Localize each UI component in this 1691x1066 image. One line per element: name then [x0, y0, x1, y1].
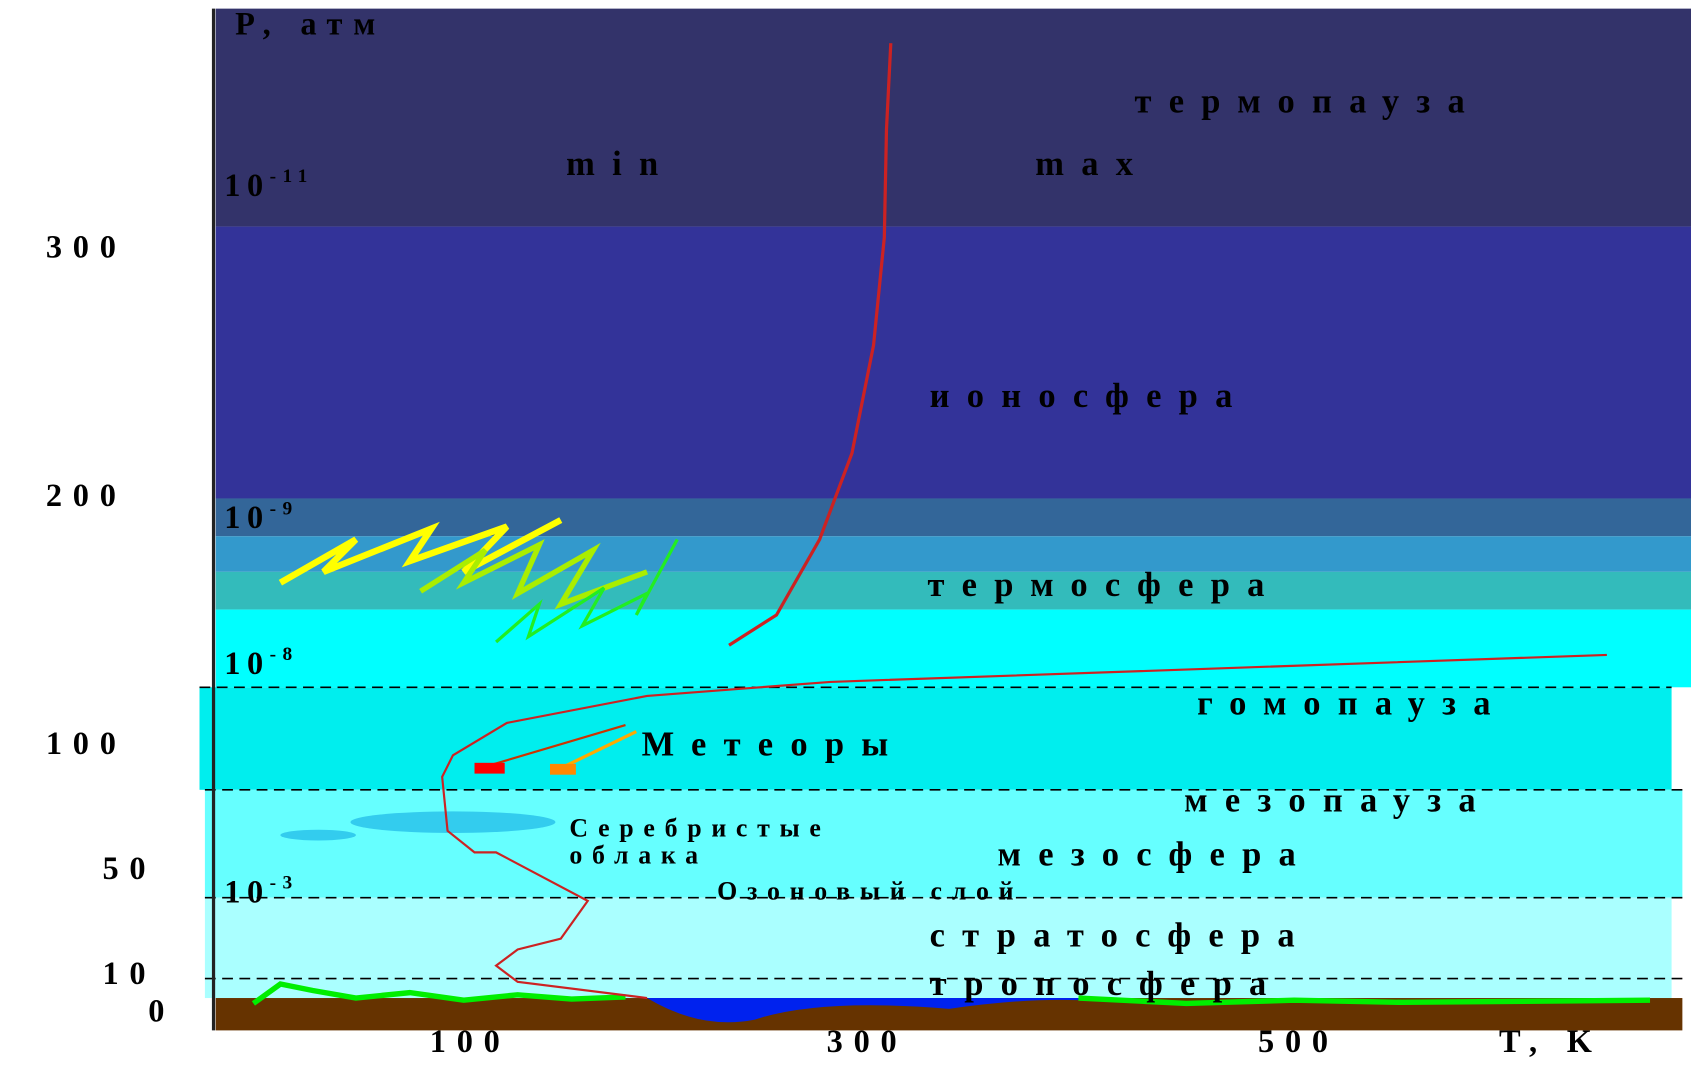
layer-label: термосфера — [927, 566, 1281, 604]
layer-label: стратосфера — [930, 917, 1312, 955]
height-tick: 0 — [148, 993, 175, 1029]
clouds-label: Серебристые — [569, 814, 830, 843]
layer-label: мезопауза — [1184, 782, 1493, 820]
min-label: min — [566, 145, 675, 183]
temperature-tick: 300 — [827, 1023, 908, 1059]
temperature-tick: 500 — [1258, 1023, 1339, 1059]
layer-label: гомопауза — [1197, 685, 1508, 723]
max-label: max — [1035, 145, 1150, 183]
temperature-axis-label: T, K — [1499, 1023, 1603, 1059]
pressure-label: 10-8 — [224, 644, 298, 681]
height-tick: 200 — [46, 477, 127, 513]
pressure-axis-label: P, атм — [235, 5, 386, 41]
pressure-label: 10-9 — [224, 499, 298, 536]
temperature-max-curve — [728, 43, 893, 647]
meteors-label: Метеоры — [642, 726, 906, 764]
pressure-label: 10-11 — [224, 166, 314, 203]
temperature-tick: 100 — [430, 1023, 511, 1059]
height-tick: 100 — [46, 725, 127, 761]
layer-label: термопауза — [1135, 83, 1482, 121]
pressure-label: 10-3 — [224, 873, 298, 910]
layer-label: тропосфера — [930, 965, 1284, 1003]
temperature-curve — [441, 653, 1607, 1000]
height-tick: 300 — [46, 229, 127, 265]
clouds-label: облака — [569, 841, 707, 870]
height-tick: 10 — [102, 955, 156, 991]
ozone-label: Озоновый слой — [717, 876, 1023, 905]
height-tick: 50 — [102, 850, 156, 886]
layer-bands — [199, 8, 1691, 1031]
layer-label: мезосфера — [998, 836, 1313, 874]
layer-label: ионосфера — [930, 377, 1250, 415]
layer-boundaries — [199, 686, 1683, 980]
